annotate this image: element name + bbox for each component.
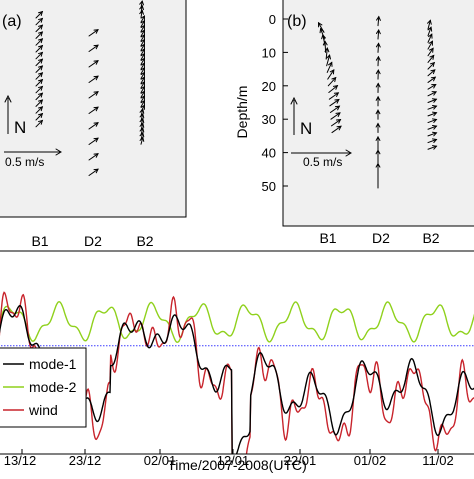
panel-a-frame [0, 0, 186, 217]
series-line-mode-2 [0, 302, 474, 342]
legend-label-mode-2: mode-2 [29, 379, 77, 395]
station-label-a-d2: D2 [84, 233, 102, 249]
panel-a-label: (a) [2, 13, 22, 30]
xtick-label-1: 23/12 [69, 453, 102, 468]
legend-label-mode-1: mode-1 [29, 356, 77, 372]
panel-b-label: (b) [287, 13, 307, 30]
scale-label-a: 0.5 m/s [5, 155, 44, 169]
ytick-label-b-0: 0 [269, 12, 276, 27]
station-label-b-b2: B2 [422, 230, 439, 246]
legend: mode-1 mode-2 wind [0, 348, 86, 427]
station-label-b-d2: D2 [372, 230, 390, 246]
panel-b-ylabel: Depth/m [234, 86, 250, 139]
scale-label-b: 0.5 m/s [303, 155, 342, 169]
north-label-a: N [14, 118, 26, 137]
legend-label-wind: wind [28, 402, 58, 418]
ytick-label-b-20: 20 [262, 79, 276, 94]
xtick-label-6: 11/02 [422, 453, 454, 468]
station-label-a-b2: B2 [136, 233, 153, 249]
xtick-label-5: 01/02 [354, 453, 387, 468]
ytick-label-b-10: 10 [262, 45, 276, 60]
north-label-b: N [300, 119, 312, 138]
ytick-label-b-50: 50 [262, 179, 276, 194]
xtick-label-0: 13/12 [4, 453, 37, 468]
ytick-label-b-30: 30 [262, 112, 276, 127]
panel-a: (a) N 0.5 m/s B1 D2 B2 [0, 0, 186, 249]
timeseries-xlabel: Time/2007-2008(UTC) [167, 457, 307, 473]
ytick-label-b-40: 40 [262, 146, 276, 161]
station-label-a-b1: B1 [31, 233, 48, 249]
station-label-b-b1: B1 [319, 230, 336, 246]
